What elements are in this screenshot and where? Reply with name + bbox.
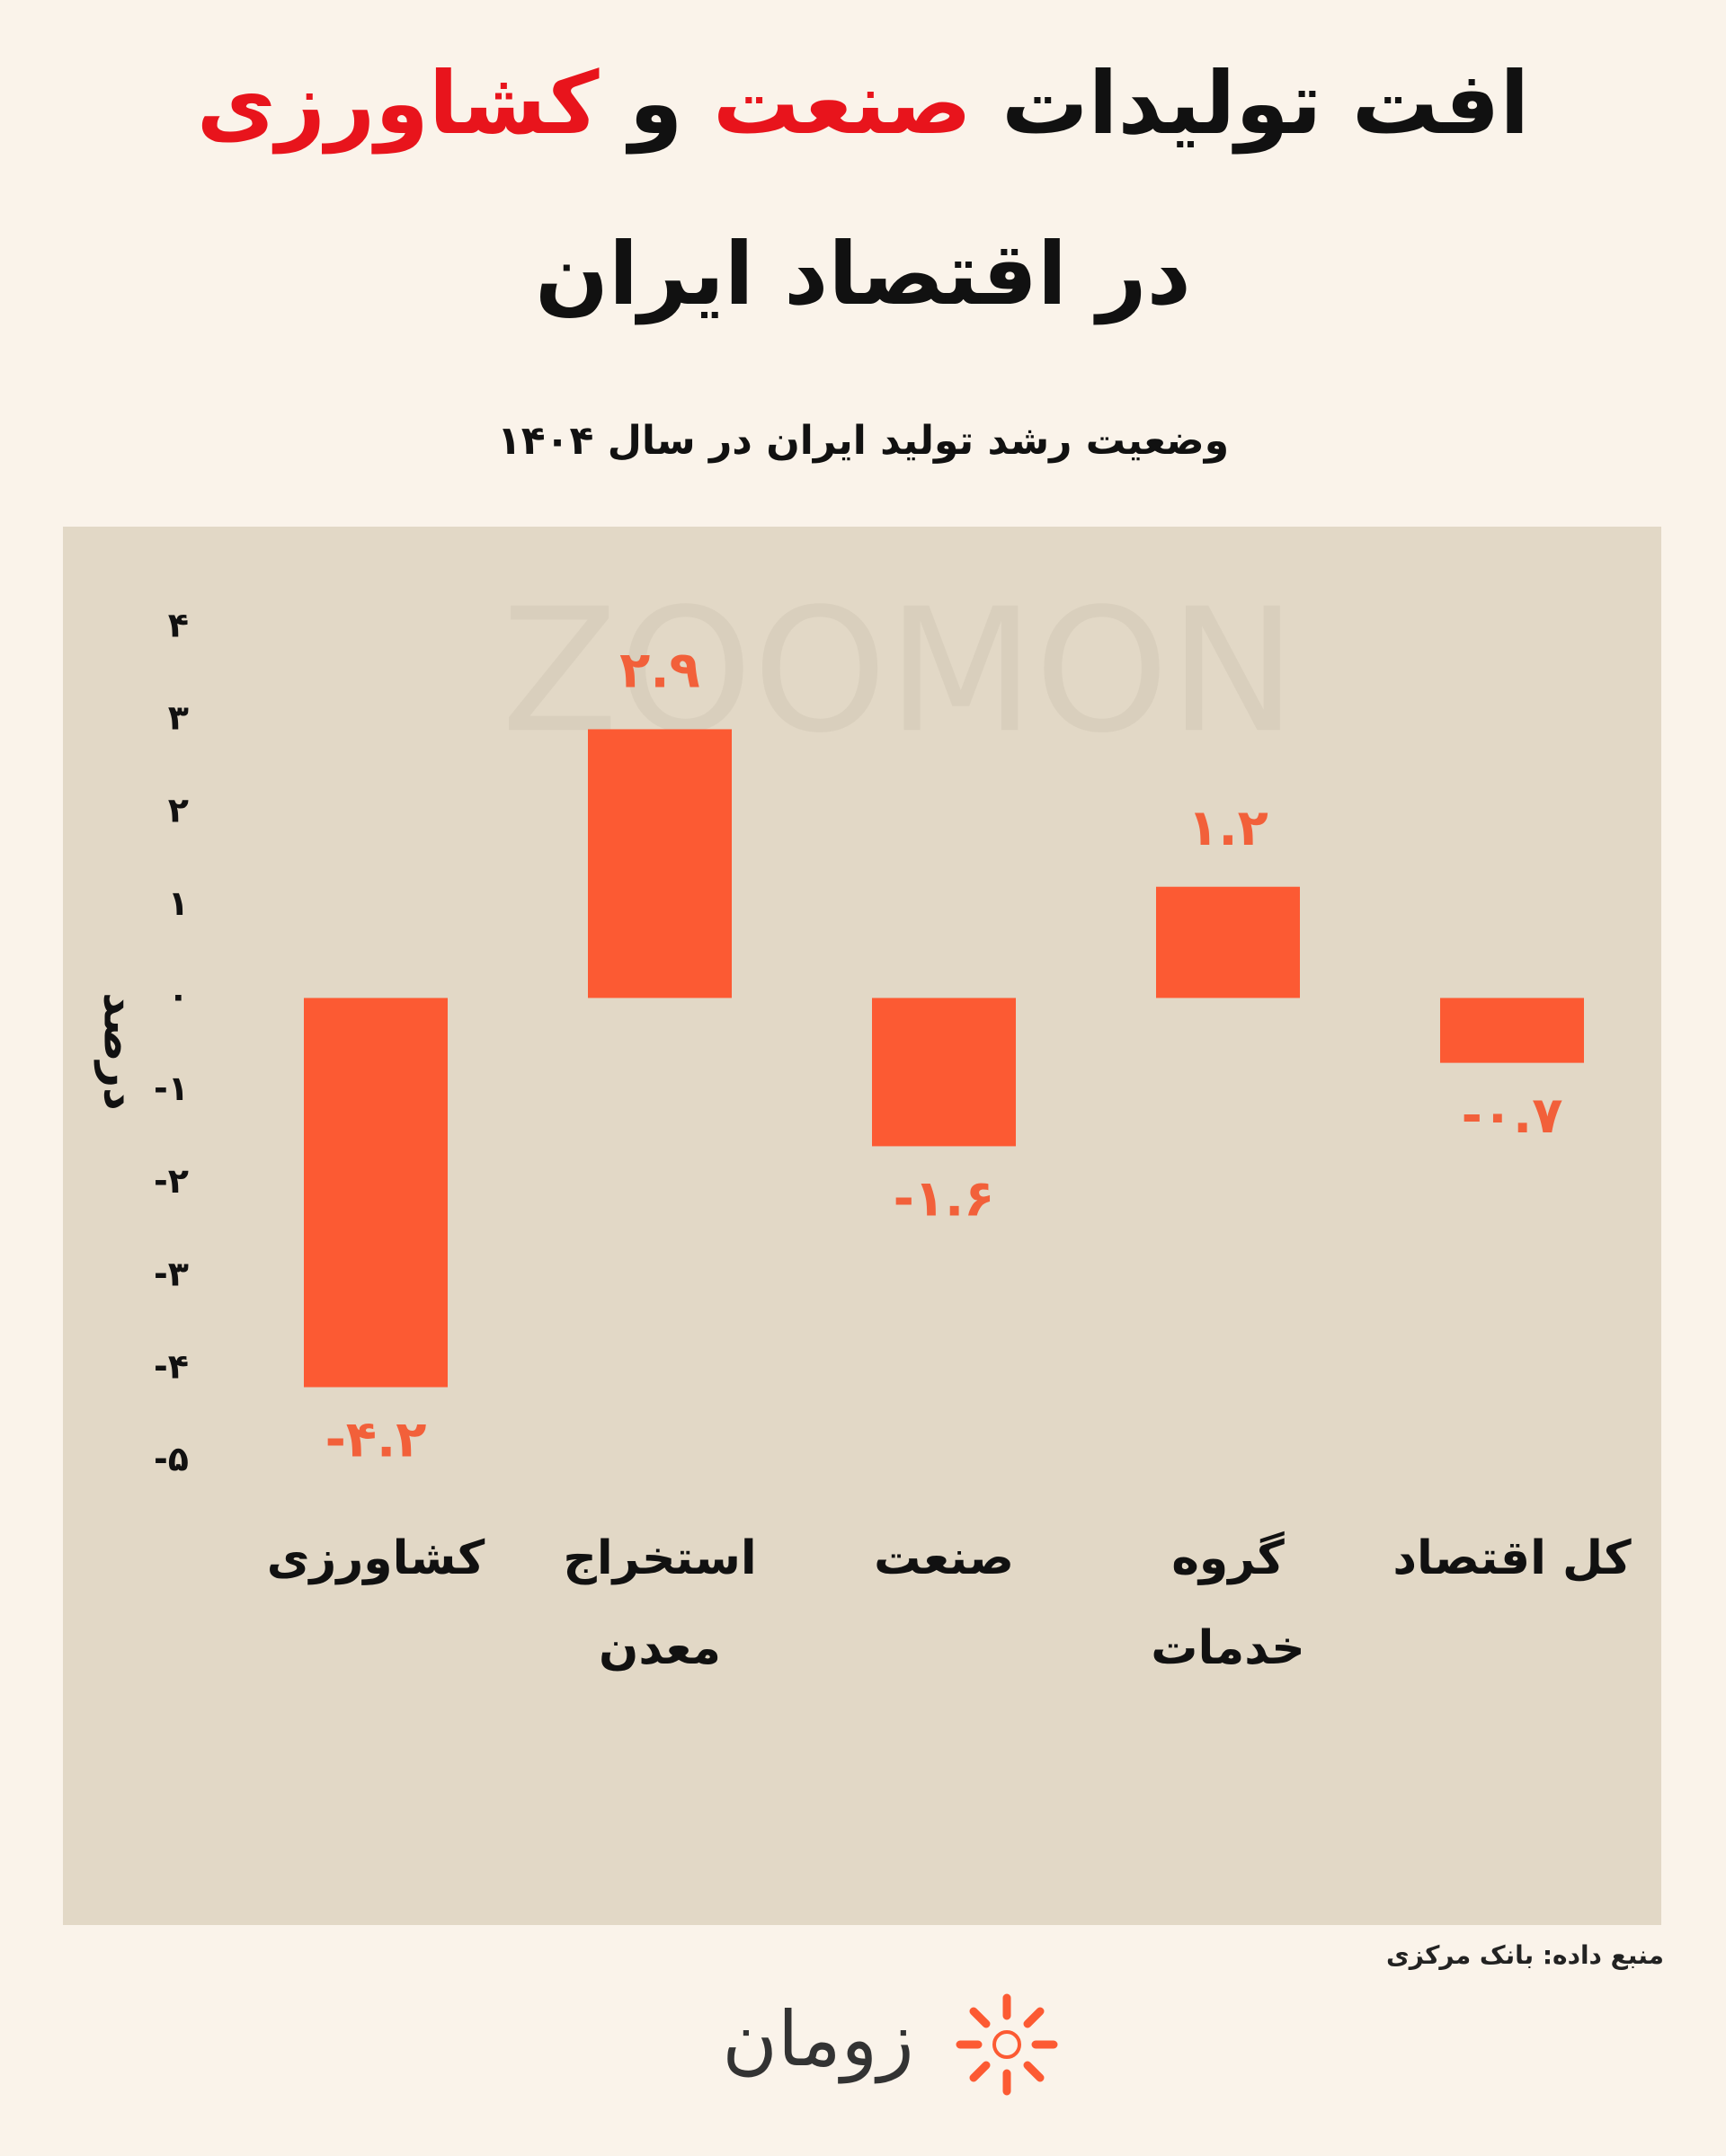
y-tick-label: -۲ [154, 1161, 189, 1201]
x-tick-label: صنعت [874, 1531, 1014, 1585]
title-segment: کشاورزی [196, 53, 600, 154]
y-tick-label: -۵ [154, 1440, 189, 1479]
x-tick-label: گروه خدمات [1151, 1530, 1305, 1675]
chart-title: افت تولیدات صنعت و کشاورزی در اقتصاد ایرا… [0, 18, 1726, 359]
logo-core [992, 2030, 1021, 2059]
y-tick-label: -۳ [154, 1254, 189, 1293]
y-tick-label: ۴ [168, 606, 189, 645]
x-tick-label: کشاورزی [267, 1531, 485, 1585]
bar [1156, 886, 1300, 998]
bar [1440, 998, 1584, 1063]
value-label: ۱.۲ [1188, 799, 1268, 857]
title-segment: افت تولیدات [1001, 53, 1530, 154]
value-label: ۲.۹ [619, 642, 700, 700]
title-line: افت تولیدات صنعت و کشاورزی [0, 18, 1726, 189]
value-label: -۴.۲ [325, 1411, 427, 1469]
logo-icon [956, 1993, 1058, 2096]
title-segment: صنعت [712, 53, 972, 154]
title-segment: و [628, 53, 683, 154]
value-label: -۱.۶ [894, 1170, 995, 1229]
y-tick-label: ۳ [168, 698, 189, 738]
y-tick-label: ۱ [168, 883, 189, 923]
bar [588, 729, 732, 998]
value-label: -۰.۷ [1462, 1087, 1563, 1145]
title-line: در اقتصاد ایران [535, 224, 1191, 324]
x-tick-label: استخراج معدن [563, 1531, 756, 1675]
chart-subtitle: وضعیت رشد تولید ایران در سال ۱۴۰۴ [496, 418, 1230, 464]
bar [304, 998, 448, 1388]
x-tick-label: کل اقتصاد [1392, 1531, 1632, 1585]
bar [872, 998, 1016, 1147]
y-axis-label: درصد [94, 992, 147, 1111]
source-note: منبع داده: بانک مرکزی [1386, 1940, 1664, 1970]
y-tick-label: -۴ [154, 1346, 189, 1386]
y-tick-label: ۲ [168, 791, 189, 830]
y-tick-label: -۱ [154, 1069, 189, 1108]
y-tick-label: ۰ [168, 976, 189, 1016]
logo-text: زومان [722, 1995, 913, 2084]
logo-rays [956, 1993, 1058, 2096]
